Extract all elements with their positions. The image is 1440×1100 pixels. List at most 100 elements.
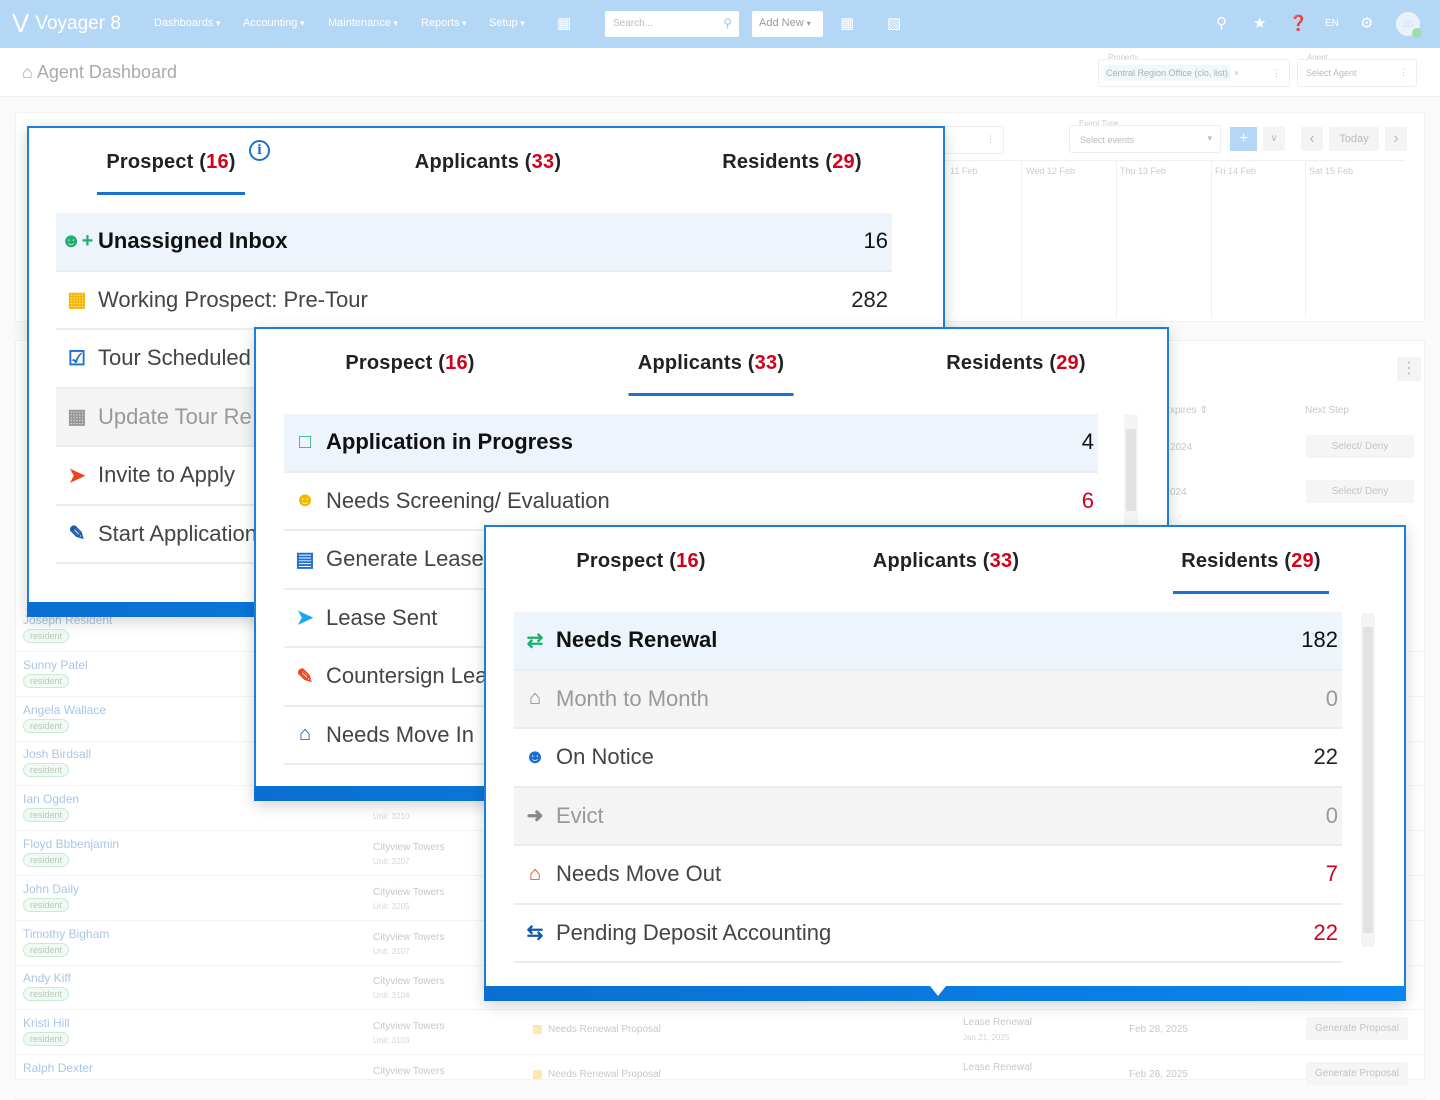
resident-name[interactable]: Sunny Patel bbox=[23, 657, 88, 672]
status-text: Needs Renewal Proposal bbox=[548, 1024, 661, 1035]
info-icon[interactable]: i bbox=[249, 140, 270, 161]
agent-select[interactable]: Select Agent ⋮ bbox=[1297, 59, 1417, 87]
tab-applicants[interactable]: Applicants (33) bbox=[414, 150, 562, 173]
tab-residents[interactable]: Residents (29) bbox=[946, 351, 1086, 374]
avatar[interactable]: JD bbox=[1396, 12, 1422, 38]
tab-label: Prospect bbox=[106, 150, 194, 173]
voyager-logo-icon: V bbox=[12, 8, 30, 38]
status-row-working-prospect-pre-tour[interactable]: ▦ Working Prospect: Pre-Tour 282 bbox=[56, 272, 892, 330]
menu-dashboards[interactable]: Dashboards bbox=[154, 17, 220, 29]
brand-logo[interactable]: V Voyager 8 bbox=[12, 8, 121, 39]
status-row-application-in-progress[interactable]: □ Application in Progress 4 bbox=[284, 414, 1098, 473]
search-icon[interactable]: ⚲ bbox=[723, 16, 732, 30]
event-type-select[interactable]: Select events ▾ bbox=[1069, 125, 1221, 153]
calendar-day: Thu 13 Feb bbox=[1120, 166, 1167, 176]
resident-name[interactable]: Ian Ogden bbox=[23, 792, 80, 807]
next-icon[interactable]: › bbox=[1385, 127, 1407, 151]
tab-residents[interactable]: Residents (29) bbox=[722, 150, 862, 173]
status-row-on-notice[interactable]: ☻ On Notice 22 bbox=[514, 729, 1342, 788]
tab-applicants[interactable]: Applicants (33) bbox=[616, 329, 806, 397]
tab-applicants[interactable]: Applicants (33) bbox=[872, 549, 1020, 572]
tab-label: Residents bbox=[722, 150, 820, 173]
page-title-text: Agent Dashboard bbox=[36, 62, 177, 82]
calendar-icon[interactable]: ▦ bbox=[840, 15, 855, 32]
row-label: Needs Screening/ Evaluation bbox=[326, 487, 610, 513]
status-row-unassigned-inbox[interactable]: ☻+ Unassigned Inbox 16 bbox=[56, 213, 892, 272]
today-button[interactable]: Today bbox=[1329, 127, 1379, 151]
calendar-day: Sat 15 Feb bbox=[1309, 166, 1354, 176]
resident-name[interactable]: Andy Kiff bbox=[23, 971, 71, 986]
apps-grid-icon[interactable]: ▦ bbox=[557, 15, 572, 32]
resident-name[interactable]: John Daily bbox=[23, 881, 80, 896]
tab-count: 16 bbox=[676, 549, 699, 572]
row-label: Needs Renewal bbox=[556, 627, 718, 653]
add-new-button[interactable]: Add New ▾ bbox=[752, 11, 823, 37]
status-row-evict[interactable]: ➜ Evict 0 bbox=[514, 787, 1342, 846]
status-row-needs-screening-evaluation[interactable]: ☻ Needs Screening/ Evaluation 6 bbox=[284, 473, 1098, 531]
resident-name[interactable]: Floyd Bbbenjamin bbox=[23, 837, 120, 851]
more-vertical-icon[interactable]: ⋮ bbox=[1272, 67, 1281, 78]
generate-proposal-button[interactable]: Generate Proposal bbox=[1306, 1062, 1408, 1085]
tab-residents[interactable]: Residents (29) bbox=[1146, 527, 1356, 595]
tab-prospect[interactable]: Prospect (16) bbox=[62, 128, 280, 196]
language-selector[interactable]: EN bbox=[1325, 18, 1339, 29]
column-expires[interactable]: xpires ⇕ bbox=[1170, 405, 1208, 416]
search-placeholder: Search... bbox=[613, 18, 654, 29]
resident-name[interactable]: Kristi Hill bbox=[23, 1016, 70, 1031]
resident-name[interactable]: Ralph Dexter bbox=[23, 1061, 94, 1075]
scrollbar-thumb[interactable] bbox=[1363, 627, 1373, 933]
property-label: Property bbox=[1106, 53, 1141, 62]
chevron-down-icon[interactable]: ∨ bbox=[1263, 127, 1285, 151]
row-count: 182 bbox=[1301, 627, 1338, 653]
status-row-pending-deposit-accounting[interactable]: ⇆ Pending Deposit Accounting 22 bbox=[514, 905, 1342, 963]
more-vertical-icon[interactable]: ⋮ bbox=[986, 134, 995, 144]
gear-icon[interactable]: ⚙ bbox=[1360, 15, 1374, 32]
calendar-divider bbox=[1021, 160, 1022, 318]
property-chip[interactable]: Central Region Office (clo, list) bbox=[1104, 65, 1230, 81]
resident-name[interactable]: Josh Birdsall bbox=[23, 747, 92, 762]
scrollbar[interactable] bbox=[1124, 415, 1138, 525]
property-name: Cityview Towers bbox=[373, 976, 445, 988]
calendar-day: 11 Feb bbox=[950, 166, 978, 176]
clear-icon[interactable]: × bbox=[1233, 68, 1240, 78]
menu-setup[interactable]: Setup bbox=[489, 17, 525, 29]
row-label: Generate Lease bbox=[326, 546, 484, 572]
row-label: Unassigned Inbox bbox=[98, 228, 288, 254]
add-event-button[interactable]: + bbox=[1230, 127, 1257, 151]
property-select[interactable]: Central Region Office (clo, list) × ⋮ bbox=[1098, 59, 1290, 87]
more-vertical-icon[interactable]: ⋮ bbox=[1399, 67, 1408, 77]
prev-icon[interactable]: ‹ bbox=[1301, 127, 1323, 151]
caret-down-icon: ▾ bbox=[1207, 133, 1212, 143]
scrollbar[interactable] bbox=[1361, 613, 1375, 947]
row-label: Working Prospect: Pre-Tour bbox=[98, 286, 368, 312]
expires-value: 2024 bbox=[1170, 442, 1193, 453]
tab-prospect[interactable]: Prospect (16) bbox=[345, 351, 475, 374]
calculator-icon[interactable]: ▧ bbox=[887, 15, 902, 32]
resident-name[interactable]: Angela Wallace bbox=[23, 702, 106, 717]
star-icon[interactable]: ★ bbox=[1253, 15, 1267, 32]
resident-name[interactable]: Timothy Bigham bbox=[23, 926, 110, 941]
file-contract-icon: ▤ bbox=[295, 548, 315, 571]
row-divider bbox=[15, 1054, 1425, 1056]
scrollbar-thumb[interactable] bbox=[1126, 429, 1136, 511]
menu-accounting[interactable]: Accounting bbox=[243, 17, 304, 29]
status-row-needs-move-out[interactable]: ⌂ Needs Move Out 7 bbox=[514, 846, 1342, 905]
select-deny-button[interactable]: Select/ Deny bbox=[1306, 435, 1414, 458]
zoom-search-icon[interactable]: ⚲ bbox=[1216, 15, 1227, 32]
online-status-dot bbox=[1412, 28, 1422, 38]
select-deny-button[interactable]: Select/ Deny bbox=[1306, 480, 1414, 503]
menu-maintenance[interactable]: Maintenance bbox=[328, 17, 398, 29]
more-vertical-icon[interactable]: ⋮ bbox=[1397, 357, 1421, 381]
search-input[interactable]: Search... ⚲ bbox=[605, 11, 739, 37]
caret-down-icon: ▾ bbox=[806, 19, 811, 28]
agent-filter[interactable]: ⋮ bbox=[944, 126, 1004, 154]
status-row-needs-renewal[interactable]: ⇄ Needs Renewal 182 bbox=[514, 612, 1342, 671]
tab-prospect[interactable]: Prospect (16) bbox=[576, 549, 706, 572]
resident-tag: resident bbox=[23, 629, 70, 643]
menu-reports[interactable]: Reports bbox=[421, 17, 467, 29]
status-row-month-to-month[interactable]: ⌂ Month to Month 0 bbox=[514, 670, 1342, 729]
user-plus-icon: ☻+ bbox=[60, 229, 94, 252]
help-icon[interactable]: ❓ bbox=[1289, 15, 1308, 32]
tab-label: Applicants bbox=[872, 549, 978, 572]
generate-proposal-button[interactable]: Generate Proposal bbox=[1306, 1017, 1408, 1040]
